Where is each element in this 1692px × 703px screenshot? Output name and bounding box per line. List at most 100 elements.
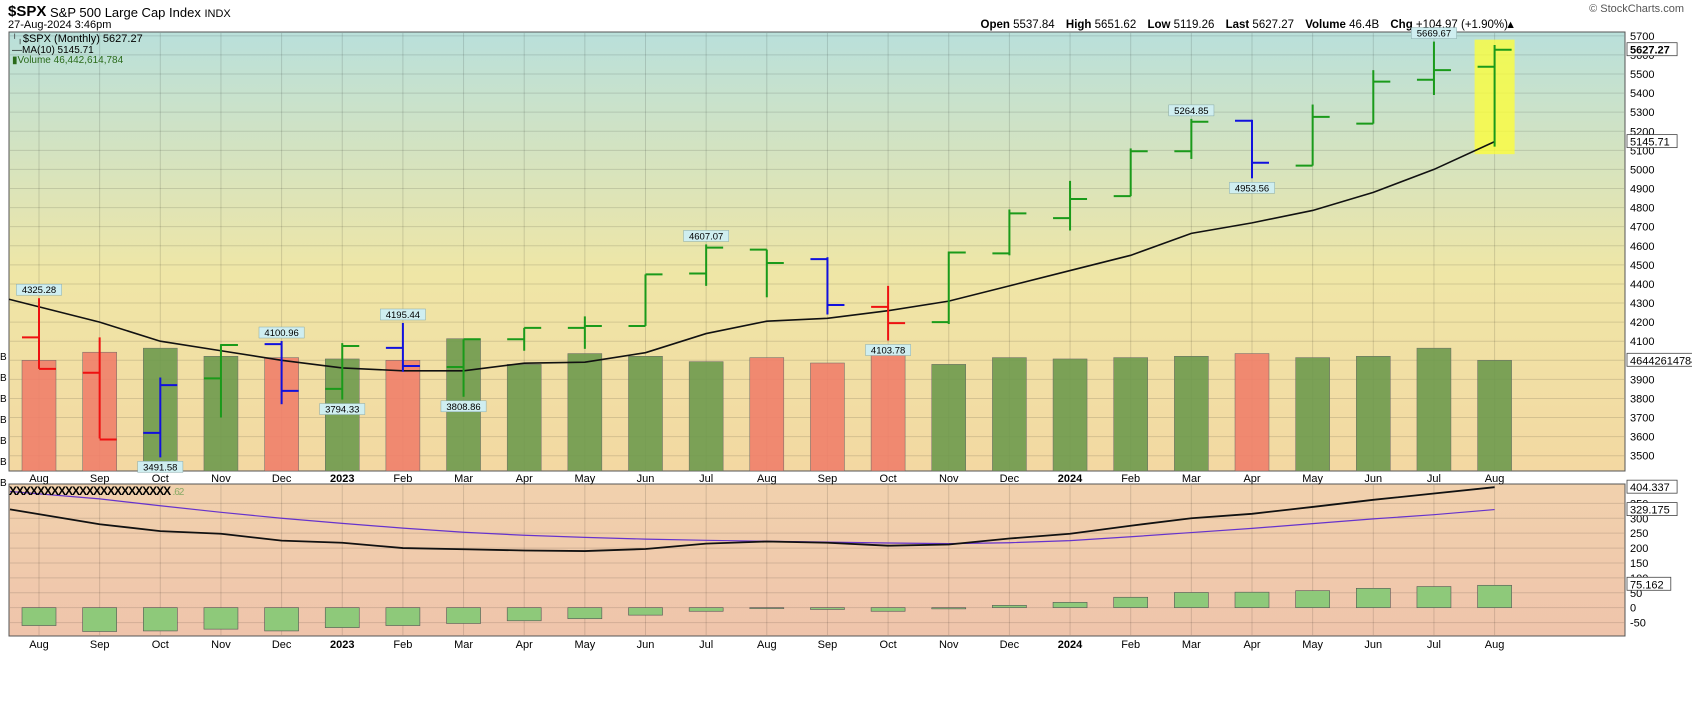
ohlc-bar — [385, 322, 420, 372]
osc-x-tick-label: Oct — [152, 639, 169, 651]
volume-axis-label: B — [0, 373, 7, 384]
osc-y-tick-label: 200 — [1630, 543, 1648, 555]
price-y-tick-label: 4700 — [1630, 222, 1654, 234]
price-legend-icon: ╵╷ — [12, 34, 23, 44]
symbol-label: $SPX — [8, 3, 47, 20]
price-y-tick-label: 5500 — [1630, 69, 1654, 81]
security-name: S&P 500 Large Cap Index INDX — [50, 5, 231, 20]
volume-bar — [931, 364, 966, 472]
volume-bar — [810, 362, 845, 472]
histogram-bar — [385, 607, 421, 626]
histogram-bar — [628, 607, 663, 616]
oscillator-legend: XXXXXXXXXXXXXXXXXXXXXXX .62 — [9, 484, 184, 498]
volume-axis-label: B — [0, 478, 7, 489]
ohlc-bar — [203, 344, 238, 418]
histogram-bar — [749, 607, 785, 609]
osc-x-tick-label: Dec — [1000, 639, 1020, 651]
oscillator-panel — [8, 483, 1626, 637]
brand-watermark: © StockCharts.com — [1589, 3, 1684, 15]
osc-x-tick-label: Jul — [1427, 639, 1441, 651]
volume-label: Volume — [1305, 19, 1346, 31]
osc-y-tick-label: 150 — [1630, 558, 1648, 570]
histogram-bar — [203, 607, 239, 630]
histogram-bar — [1477, 584, 1512, 608]
osc-x-tick-label: Nov — [211, 639, 231, 651]
chart-header: $SPX S&P 500 Large Cap Index INDX 27-Aug… — [0, 0, 1692, 32]
volume-legend-icon: ▮ — [12, 55, 18, 66]
price-annotation-box — [683, 230, 729, 242]
osc-x-tick-label: May — [1302, 639, 1323, 651]
ma-legend-icon: — — [12, 45, 22, 56]
price-annotation-label: 5264.85 — [1174, 106, 1208, 117]
osc-y-tick-label: 0 — [1630, 603, 1636, 615]
change-label: Chg — [1390, 19, 1413, 31]
open-label: Open — [980, 19, 1010, 31]
ohlc-bar — [628, 273, 663, 327]
osc-x-tick-label: Mar — [1182, 639, 1201, 651]
volume-axis-label: B — [0, 352, 7, 363]
price-y-tick-label: 5000 — [1630, 164, 1654, 176]
osc-x-tick-label: May — [574, 639, 595, 651]
volume-value: 46.4B — [1349, 19, 1380, 31]
up-arrow-icon: ▲ — [1505, 19, 1516, 31]
osc-signal-value-label-box — [1626, 502, 1678, 516]
ohlc-bar — [810, 257, 845, 315]
ohlc-bar — [1053, 180, 1088, 231]
open-value: 5537.84 — [1013, 19, 1055, 31]
high-value: 5651.62 — [1094, 19, 1137, 31]
volume-bar — [385, 360, 421, 472]
price-y-tick-label: 3600 — [1630, 432, 1654, 444]
osc-line-value-label-box — [1626, 479, 1678, 494]
volume-bar — [1295, 357, 1330, 472]
osc-line-value-label: 404.337 — [1630, 482, 1670, 494]
price-y-tick-label: 5300 — [1630, 107, 1654, 119]
histogram-bar — [143, 607, 178, 632]
price-x-tick-label: May — [574, 473, 595, 485]
volume-bar — [567, 353, 603, 472]
osc-y-tick-label: 50 — [1630, 588, 1642, 600]
ohlc-bar — [1235, 119, 1269, 179]
volume-axis-label: B — [0, 457, 7, 468]
histogram-bar — [82, 607, 117, 632]
ohlc-bar — [446, 338, 481, 397]
volume-bar — [992, 357, 1027, 472]
ohlc-bar — [931, 251, 966, 325]
price-x-tick-label: Oct — [152, 473, 169, 485]
osc-x-tick-label: 2023 — [330, 639, 354, 651]
price-x-tick-label: Jun — [637, 473, 655, 485]
osc-x-tick-label: Feb — [1121, 639, 1140, 651]
price-x-tick-label: Dec — [272, 473, 292, 485]
osc-x-tick-label: Oct — [880, 639, 897, 651]
price-x-tick-label: Aug — [29, 473, 49, 485]
price-annotation-label: 4100.96 — [264, 328, 298, 339]
histogram-bar — [992, 605, 1027, 608]
ohlc-bar — [749, 248, 784, 298]
price-x-tick-label: May — [1302, 473, 1323, 485]
last-value: 5627.27 — [1252, 19, 1294, 31]
volume-bar — [870, 350, 906, 472]
osc-x-tick-label: Aug — [757, 639, 777, 651]
histogram-bar — [1295, 590, 1330, 608]
legend-volume-text: Volume 46,442,614,784 — [17, 55, 124, 66]
last-price-label-box — [1626, 42, 1678, 57]
ohlc-bar — [689, 244, 724, 286]
price-y-tick-label: 3800 — [1630, 393, 1654, 405]
ohlc-bar — [1477, 45, 1512, 147]
price-x-tick-label: Feb — [1121, 473, 1140, 485]
price-y-tick-label: 3500 — [1630, 451, 1654, 463]
volume-axis-label: B — [0, 394, 7, 405]
price-annotation-box — [319, 403, 366, 415]
histogram-bar — [1052, 602, 1088, 608]
price-y-tick-label: 4500 — [1630, 260, 1654, 272]
ohlc-bar — [1416, 41, 1451, 95]
volume-bar — [1234, 353, 1270, 472]
ohlc-bar — [264, 341, 299, 405]
price-y-tick-label: 5400 — [1630, 88, 1654, 100]
volume-bar — [628, 356, 663, 472]
ohlc-bar — [567, 316, 602, 349]
legend-price-text: $SPX (Monthly) 5627.27 — [22, 33, 143, 45]
price-annotation-label: 5669.67 — [1417, 29, 1451, 40]
price-x-tick-label: Jul — [699, 473, 713, 485]
volume-value-label-box — [1626, 352, 1692, 367]
ohlc-bar — [1356, 70, 1391, 125]
